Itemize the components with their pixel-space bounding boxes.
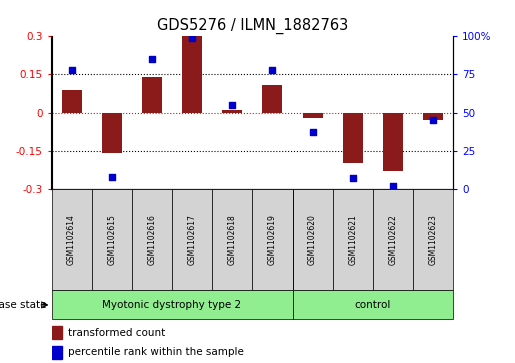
Text: transformed count: transformed count [67,327,165,338]
Bar [413,189,453,290]
Bar [293,189,333,290]
Text: percentile rank within the sample: percentile rank within the sample [67,347,244,357]
Bar [52,326,62,339]
Bar [383,113,403,171]
Text: GSM1102614: GSM1102614 [67,214,76,265]
Text: GSM1102623: GSM1102623 [428,214,438,265]
Text: GSM1102622: GSM1102622 [388,214,398,265]
Bar [333,189,373,290]
Point [67,67,76,73]
Bar [182,36,202,113]
Text: disease state: disease state [0,300,46,310]
Title: GDS5276 / ILMN_1882763: GDS5276 / ILMN_1882763 [157,17,348,33]
Text: GSM1102615: GSM1102615 [107,214,116,265]
Point [228,102,236,108]
Text: Myotonic dystrophy type 2: Myotonic dystrophy type 2 [102,300,242,310]
Bar [52,346,62,359]
Text: GSM1102616: GSM1102616 [147,214,157,265]
Point [349,175,357,181]
Bar [52,290,293,319]
Bar [423,113,443,120]
Bar [142,77,162,113]
Bar [92,189,132,290]
Bar [262,85,282,113]
Bar [132,189,172,290]
Point [268,67,277,73]
Text: GSM1102620: GSM1102620 [308,214,317,265]
Point [188,35,196,41]
Bar [373,189,413,290]
Bar [101,113,122,153]
Bar [212,189,252,290]
Bar [342,113,363,163]
Text: GSM1102617: GSM1102617 [187,214,197,265]
Text: GSM1102621: GSM1102621 [348,214,357,265]
Bar [52,189,92,290]
Bar [252,189,293,290]
Point [429,117,437,123]
Text: control: control [355,300,391,310]
Point [389,183,397,189]
Text: GSM1102618: GSM1102618 [228,214,237,265]
Point [308,130,317,135]
Bar [62,90,81,113]
Bar [302,113,322,118]
Point [108,174,116,179]
Bar [172,189,212,290]
Bar [222,110,242,113]
Bar [293,290,453,319]
Text: GSM1102619: GSM1102619 [268,214,277,265]
Point [148,56,156,62]
